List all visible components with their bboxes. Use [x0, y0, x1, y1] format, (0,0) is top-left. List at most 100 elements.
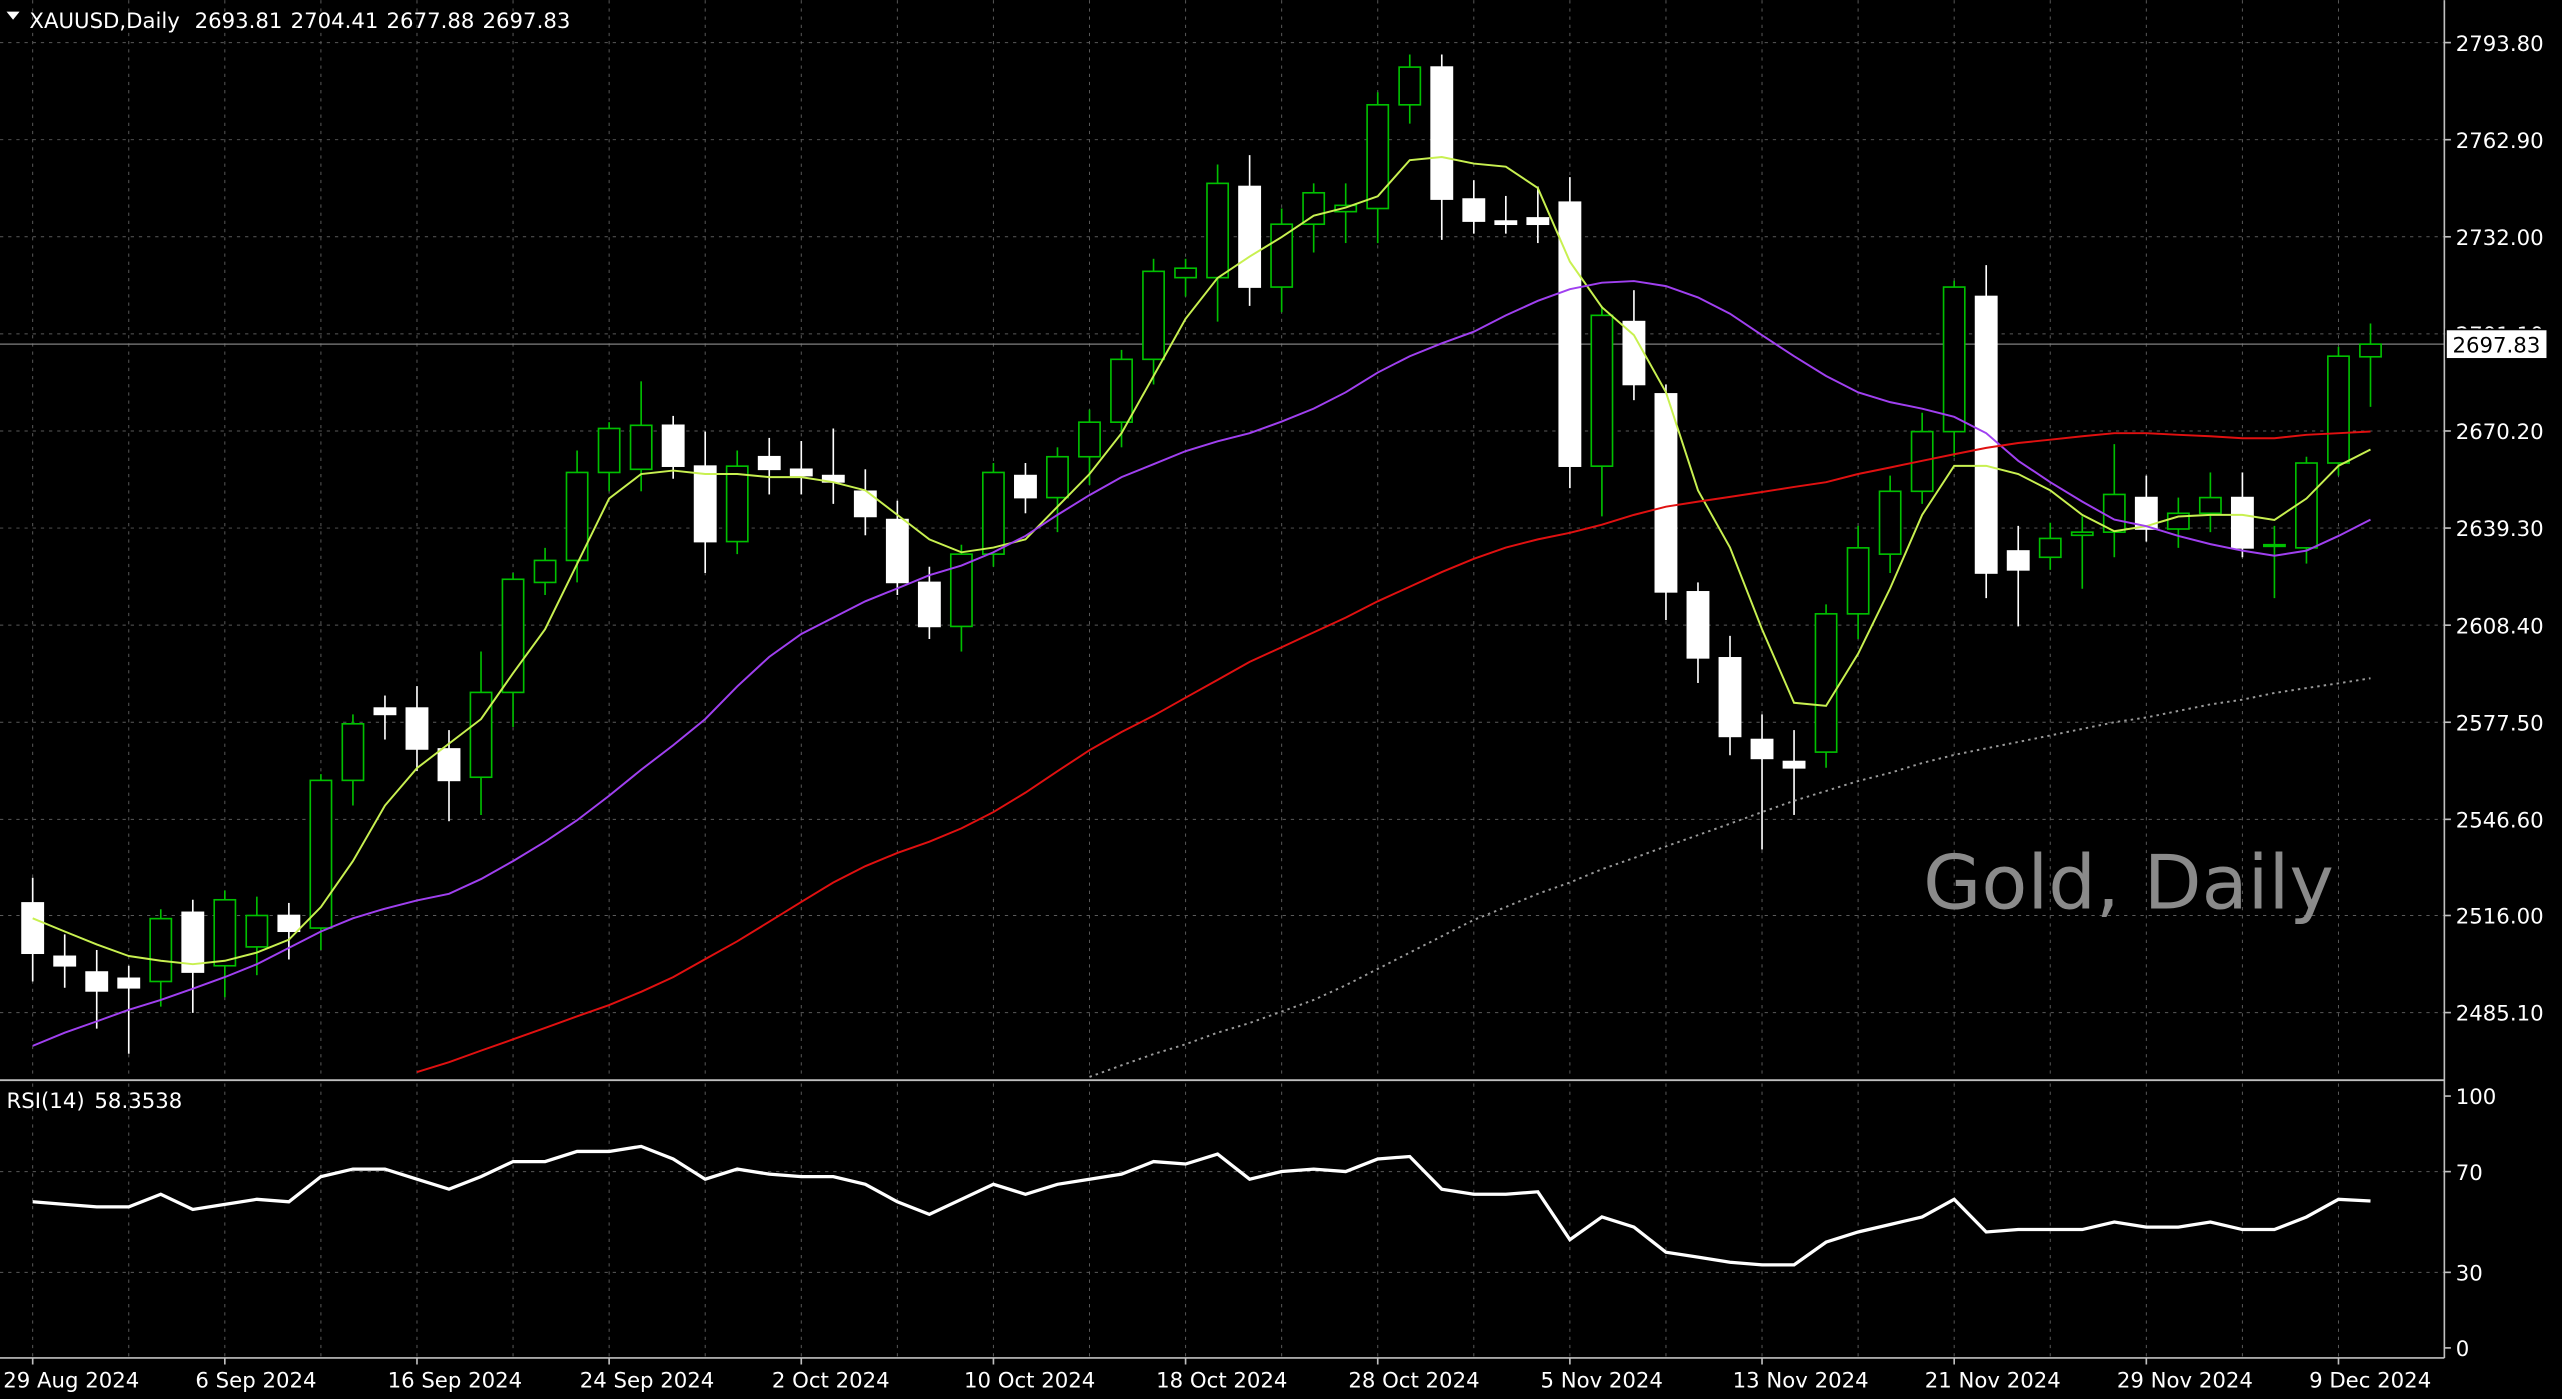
header: XAUUSD,Daily 2693.81 2704.41 2677.88 2697.83: [29, 9, 570, 34]
x-tick-label: 24 Sep 2024: [580, 1368, 715, 1393]
x-tick-label: 6 Sep 2024: [195, 1368, 316, 1393]
candle-body: [149, 917, 173, 983]
y-tick-label: 2762.90: [2456, 129, 2544, 154]
candle-body: [725, 465, 749, 543]
menu-arrow[interactable]: [6, 11, 20, 20]
candle-body: [2295, 462, 2318, 549]
x-tick-label: 5 Nov 2024: [1540, 1368, 1662, 1393]
candle-body: [1494, 220, 1518, 226]
high-value: 2704.41: [291, 9, 379, 34]
candle-body: [341, 723, 365, 782]
y-tick-label: 2670.20: [2456, 420, 2544, 445]
candle-body: [2359, 343, 2382, 358]
candle-body: [2134, 496, 2158, 530]
x-tick-label: 2 Oct 2024: [772, 1368, 890, 1393]
candle-body: [213, 898, 237, 967]
x-tick-label: 29 Nov 2024: [2117, 1368, 2253, 1393]
candle-body: [1430, 66, 1454, 200]
indicator-line: [416, 430, 2371, 1073]
indicator-line: [32, 1144, 2371, 1267]
candle-body: [1718, 657, 1742, 738]
candle-body: [1654, 393, 1678, 593]
close-value: 2697.83: [483, 9, 571, 34]
candle-body: [1814, 613, 1838, 753]
y-tick-label: 2485.10: [2456, 1002, 2544, 1027]
candle-body: [1398, 66, 1422, 106]
candle-body: [437, 748, 461, 782]
candle-body: [533, 559, 557, 584]
y-tick-label: 100: [2456, 1085, 2497, 1110]
y-tick-label: 0: [2456, 1337, 2470, 1362]
candle-body: [1622, 320, 1646, 386]
candle-body: [2070, 531, 2094, 537]
x-tick-label: 16 Sep 2024: [388, 1368, 523, 1393]
candle-body: [501, 578, 525, 694]
candle-body: [181, 911, 205, 973]
last-price-label: 2697.83: [2453, 333, 2541, 358]
candle-body: [469, 691, 493, 779]
candle-body: [1846, 547, 1870, 615]
x-tick-label: 21 Nov 2024: [1925, 1368, 2061, 1393]
axis-labels: 2793.802762.902732.002701.102670.202639.…: [3, 32, 2549, 1393]
candle-body: [85, 971, 109, 992]
indicator-line: [32, 156, 2371, 966]
candle-body: [1302, 191, 1326, 226]
candle-body: [661, 424, 685, 467]
candle-body: [1526, 217, 1550, 226]
low-value: 2677.88: [387, 9, 475, 34]
candle-body: [373, 707, 397, 716]
candle-body: [309, 779, 333, 929]
y-tick-label: 2546.60: [2456, 809, 2544, 834]
rsi-panel: [32, 1144, 2371, 1267]
y-tick-label: 2793.80: [2456, 32, 2544, 57]
candle-body: [1046, 455, 1069, 499]
candle-body: [597, 427, 621, 474]
candle-body: [565, 471, 589, 562]
candle-body: [117, 977, 141, 989]
indicator-line: [1089, 677, 2371, 1078]
candle-body: [981, 471, 1005, 555]
candle-body: [1238, 185, 1262, 288]
candle-body: [1110, 358, 1133, 423]
y-tick-label: 70: [2456, 1161, 2483, 1186]
rsi-value: 58.3538: [94, 1089, 182, 1114]
x-tick-label: 29 Aug 2024: [3, 1368, 139, 1393]
candle-body: [1558, 201, 1582, 467]
candle-body: [2230, 496, 2254, 549]
y-tick-label: 2577.50: [2456, 711, 2544, 736]
last-price-box: [2445, 328, 2549, 360]
candle-body: [2327, 355, 2350, 464]
candle-body: [629, 424, 653, 471]
candle-body: [277, 914, 301, 933]
candle-body: [693, 465, 717, 543]
open-value: 2693.81: [195, 9, 283, 34]
candle-body: [1750, 738, 1774, 760]
candle-body: [1782, 760, 1806, 769]
candle-body: [1014, 474, 1037, 499]
y-tick-label: 2639.30: [2456, 517, 2544, 542]
x-tick-label: 28 Oct 2024: [1348, 1368, 1479, 1393]
candle-body: [1078, 421, 1101, 458]
price-panel: [21, 54, 2382, 1078]
candle-body: [245, 914, 269, 948]
candle-body: [2262, 543, 2286, 548]
candle-body: [1206, 182, 1230, 279]
candle-body: [789, 468, 813, 477]
y-tick-label: 30: [2456, 1262, 2483, 1287]
candle-body: [917, 581, 941, 628]
candle-body: [2198, 496, 2222, 515]
candle-body: [1974, 295, 1998, 574]
watermark: Gold, Daily: [1923, 839, 2334, 927]
x-tick-label: 13 Nov 2024: [1733, 1368, 1869, 1393]
candle-body: [949, 553, 973, 628]
candle-body: [2006, 550, 2030, 571]
x-tick-label: 10 Oct 2024: [964, 1368, 1095, 1393]
y-tick-label: 2608.40: [2456, 614, 2544, 639]
candle-body: [1270, 223, 1294, 288]
x-tick-label: 18 Oct 2024: [1156, 1368, 1287, 1393]
y-tick-label: 2732.00: [2456, 226, 2544, 251]
candle-body: [53, 955, 77, 967]
candle-body: [1878, 490, 1902, 555]
